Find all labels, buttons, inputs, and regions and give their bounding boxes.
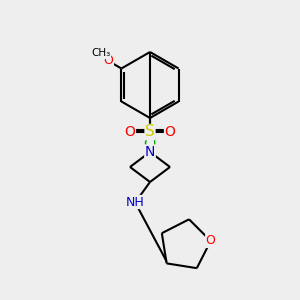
Text: N: N	[145, 145, 155, 159]
Text: O: O	[165, 125, 176, 139]
Text: O: O	[103, 55, 113, 68]
Text: Cl: Cl	[143, 137, 157, 151]
Text: NH: NH	[126, 196, 144, 208]
Text: S: S	[145, 124, 155, 140]
Text: CH₃: CH₃	[91, 49, 110, 58]
Text: O: O	[124, 125, 135, 139]
Text: O: O	[206, 234, 216, 248]
